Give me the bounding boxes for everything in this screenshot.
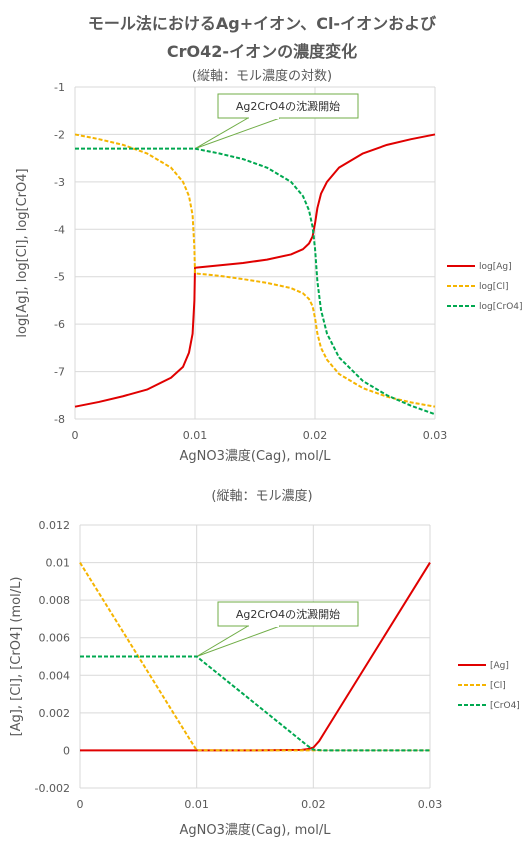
series-line-logcl (74, 133, 436, 408)
y-tick-label: -1 (54, 81, 65, 94)
linear-concentration-chart: (縦軸：モル濃度)0.0120.010.0080.0060.0040.0020-… (9, 488, 520, 838)
series-line-ag (80, 562, 431, 752)
series-line-cro4 (80, 655, 430, 752)
legend-entry: log[Ag] (479, 262, 512, 272)
series-line-logcro4 (75, 147, 436, 416)
x-tick-label: 0.02 (301, 798, 326, 811)
x-axis-label: AgNO3濃度(Cag), mol/L (180, 822, 332, 838)
y-tick-label: 0.012 (39, 519, 71, 532)
chart-title-line2: CrO42-イオンの濃度変化 (166, 42, 358, 61)
chart-title-line1: モール法におけるAg+イオン、Cl-イオンおよび (87, 14, 437, 33)
log-concentration-chart: (縦軸：モル濃度の対数) -1 -2 -3 -4 -5 -6 -7 -8 0 0.01 0.02 0.0… (15, 68, 523, 464)
y-axis-label: log[Ag], log[Cl], log[CrO4] (15, 168, 30, 337)
y-tick-label: 0 (63, 744, 70, 757)
annotation-pointer (194, 117, 281, 150)
y-tick-label: -5 (54, 271, 65, 284)
x-tick-label: 0.02 (303, 429, 328, 442)
y-tick-label: -2 (54, 128, 65, 141)
x-tick-label: 0.01 (184, 798, 209, 811)
y-tick-label: -0.002 (35, 782, 70, 795)
legend-entry: [Ag] (490, 661, 509, 671)
series-line-logag (74, 133, 436, 408)
annotation-box (217, 601, 359, 627)
y-axis-label: [Ag], [Cl], [CrO4] (mol/L) (9, 577, 24, 737)
legend-entry: [CrO4] (490, 701, 520, 711)
series-line-cl (79, 562, 430, 752)
annotation-text: Ag2CrO4の沈澱開始 (236, 607, 340, 621)
y-tick-label: -3 (54, 176, 65, 189)
y-tick-label: -7 (54, 366, 65, 379)
x-tick-label: 0 (72, 429, 79, 442)
y-tick-label: 0.01 (46, 557, 71, 570)
legend-entry: log[CrO4] (479, 302, 523, 312)
legend-entry: log[Cl] (479, 282, 509, 292)
x-tick-label: 0.03 (418, 798, 443, 811)
legend-entry: [Cl] (490, 681, 506, 691)
annotation-pointer (196, 625, 281, 657)
chart-subtitle: (縦軸：モル濃度) (211, 488, 312, 504)
y-tick-label: 0.002 (39, 707, 71, 720)
y-tick-label: -8 (54, 413, 65, 426)
annotation-box (217, 93, 359, 119)
x-tick-label: 0.01 (183, 429, 208, 442)
x-tick-label: 0.03 (423, 429, 448, 442)
y-tick-label: -6 (54, 318, 65, 331)
annotation-text: Ag2CrO4の沈澱開始 (236, 99, 340, 113)
y-tick-label: 0.006 (39, 632, 71, 645)
y-tick-label: 0.008 (39, 594, 71, 607)
x-tick-label: 0 (77, 798, 84, 811)
y-tick-label: -4 (54, 223, 65, 236)
chart-subtitle: (縦軸：モル濃度の対数) (192, 68, 332, 84)
x-axis-label: AgNO3濃度(Cag), mol/L (180, 448, 332, 464)
y-tick-label: 0.004 (39, 669, 71, 682)
